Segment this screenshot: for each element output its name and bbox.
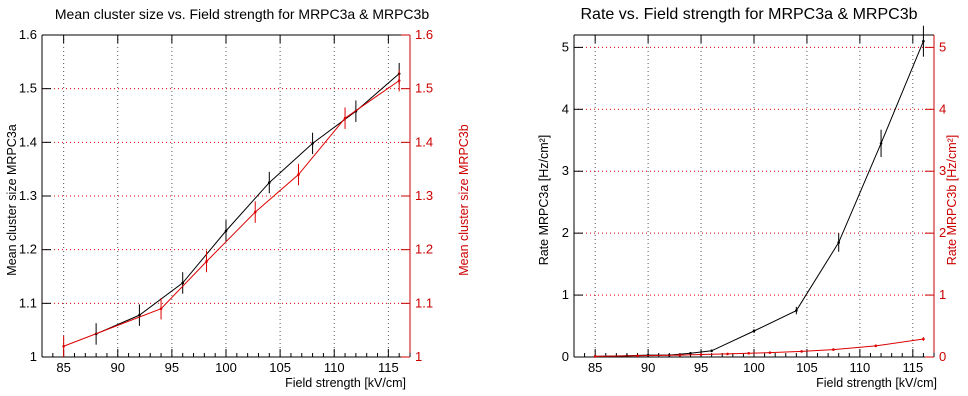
y-tick-label-right: 1.6 [415,27,433,42]
data-point [752,329,756,333]
data-point [922,39,925,43]
data-point [689,351,692,355]
y-tick-label-left: 5 [562,39,569,54]
y-tick-label-left: 1 [562,287,569,302]
data-point [159,307,163,311]
x-tick-label: 115 [378,360,399,375]
y-tick-label-right: 1.5 [415,81,433,96]
y-tick-label-right: 3 [939,163,946,178]
x-tick-label: 85 [588,360,602,375]
y-tick-label-right: 1.2 [415,242,433,257]
data-point [837,241,841,244]
y-tick-label-right: 2 [939,225,946,240]
data-point [253,210,257,214]
data-point [726,352,729,356]
rate-chart-panel: Rate vs. Field strength for MRPC3a & MRP… [484,0,968,396]
data-point [636,354,639,358]
data-point [181,281,185,285]
data-point [922,337,925,341]
y-tick-label-left: 1 [30,349,37,364]
data-point [224,229,228,233]
series-line-mrpc3b [595,338,924,357]
y-tick-label-left: 1.4 [19,134,37,149]
data-point [795,309,798,312]
chart-title: Rate vs. Field strength for MRPC3a & MRP… [580,6,917,23]
y-tick-label-left: 1.5 [19,81,37,96]
y-tick-label-right: 0 [939,349,946,364]
data-point [297,173,300,176]
data-point [62,344,65,348]
y-tick-label-right: 1 [939,287,946,302]
y-tick-label-right: 1.4 [415,134,433,149]
y-tick-label-left: 1.2 [19,242,37,257]
rate-chart: Rate vs. Field strength for MRPC3a & MRP… [537,6,959,390]
y-tick-label-left: 1.6 [19,27,37,42]
y-tick-label-left: 2 [562,225,569,240]
x-tick-label: 95 [165,360,179,375]
cluster-size-chart: Mean cluster size vs. Field strength for… [5,6,471,390]
data-point [879,142,883,145]
cluster-size-chart-panel: Mean cluster size vs. Field strength for… [5,6,471,390]
data-point [205,260,208,263]
x-tick-label: 105 [269,360,291,375]
y-axis-label-right: Mean cluster size MRPC3b [457,124,471,275]
y-tick-label-right: 1.3 [415,188,433,203]
series-line-mrpc3a [95,73,400,335]
x-tick-label: 90 [641,360,655,375]
x-tick-label: 110 [324,360,345,375]
data-point [593,355,597,358]
x-tick-label: 110 [850,360,871,375]
x-tick-label: 100 [743,360,765,375]
data-point [874,344,878,348]
x-tick-label: 115 [902,360,923,375]
x-tick-label: 100 [215,360,237,375]
x-tick-label: 95 [694,360,708,375]
data-point [747,351,751,355]
data-point [138,313,141,317]
data-point [678,353,682,357]
y-tick-label-left: 3 [562,163,569,178]
data-point [832,348,835,351]
y-tick-label-left: 1.1 [19,295,37,310]
data-point [710,349,713,353]
x-tick-label: 105 [796,360,818,375]
x-axis-label: Field strength [kV/cm] [816,376,937,390]
data-point [800,350,803,353]
y-axis-label-right: Rate MRPC3b [Hz/cm²] [945,135,959,266]
y-tick-label-right: 5 [939,39,946,54]
series-line-mrpc3a [595,41,924,357]
x-tick-label: 90 [111,360,125,375]
y-tick-label-right: 1.1 [415,295,433,310]
data-point [267,181,271,184]
y-tick-label-left: 1.3 [19,188,37,203]
data-point [768,351,772,354]
y-tick-label-right: 1 [415,349,422,364]
y-tick-label-right: 4 [939,101,946,116]
y-tick-label-left: 4 [562,101,569,116]
y-axis-label-left: Mean cluster size MRPC3a [5,124,19,275]
data-point [343,116,347,120]
series-line-mrpc3b [63,80,400,347]
plot-area: 85 90 95 100 105 110 115 0 1 2 3 4 5 0 1 2 3 4 5 [562,25,946,375]
data-point [311,142,314,145]
x-tick-label: 85 [56,360,70,375]
chart-title: Mean cluster size vs. Field strength for… [55,6,429,22]
x-axis-label: Field strength [kV/cm] [285,376,406,390]
y-tick-label-left: 0 [562,349,569,364]
data-point [397,79,401,82]
data-point [699,353,703,356]
y-axis-label-left: Rate MRPC3a [Hz/cm²] [537,135,551,266]
plot-area: 85 90 95 100 105 110 115 1 1.1 1.2 1.3 1.4 1.5 1.6 1 1.… [19,27,433,375]
